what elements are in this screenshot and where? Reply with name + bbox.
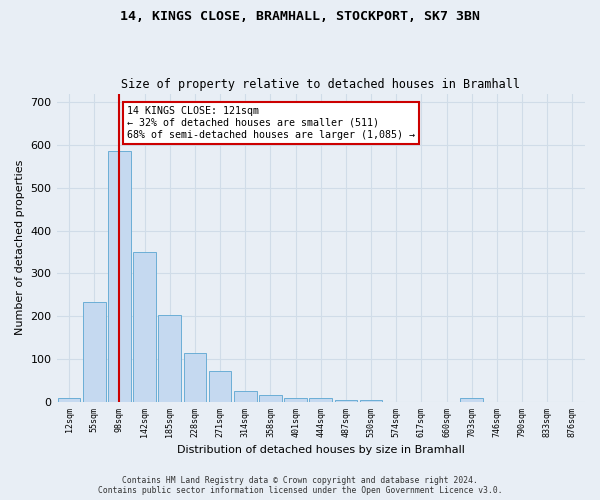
Bar xyxy=(133,252,156,402)
X-axis label: Distribution of detached houses by size in Bramhall: Distribution of detached houses by size … xyxy=(177,445,465,455)
Title: Size of property relative to detached houses in Bramhall: Size of property relative to detached ho… xyxy=(121,78,520,91)
Bar xyxy=(108,152,131,402)
Bar xyxy=(209,370,232,402)
Bar xyxy=(83,302,106,402)
Bar xyxy=(310,398,332,402)
Bar xyxy=(460,398,483,402)
Bar xyxy=(259,396,282,402)
Bar xyxy=(360,400,382,402)
Bar xyxy=(184,352,206,402)
Bar xyxy=(284,398,307,402)
Bar xyxy=(335,400,357,402)
Bar xyxy=(234,391,257,402)
Text: 14 KINGS CLOSE: 121sqm
← 32% of detached houses are smaller (511)
68% of semi-de: 14 KINGS CLOSE: 121sqm ← 32% of detached… xyxy=(127,106,415,140)
Text: Contains HM Land Registry data © Crown copyright and database right 2024.
Contai: Contains HM Land Registry data © Crown c… xyxy=(98,476,502,495)
Y-axis label: Number of detached properties: Number of detached properties xyxy=(15,160,25,336)
Text: 14, KINGS CLOSE, BRAMHALL, STOCKPORT, SK7 3BN: 14, KINGS CLOSE, BRAMHALL, STOCKPORT, SK… xyxy=(120,10,480,23)
Bar xyxy=(158,316,181,402)
Bar xyxy=(58,398,80,402)
